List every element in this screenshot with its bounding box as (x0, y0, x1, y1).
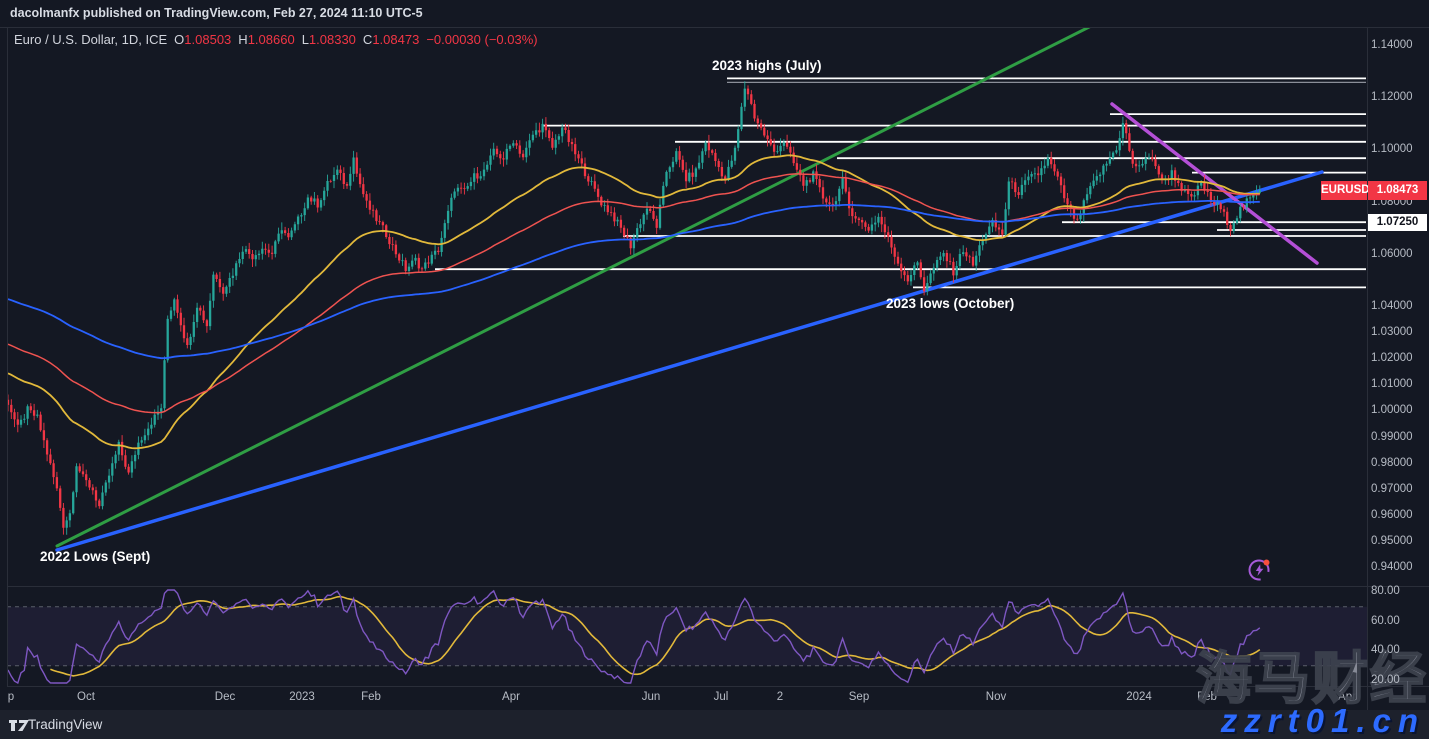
rsi-axis-label: 60.00 (1371, 614, 1400, 627)
footer-bar: TradingView (0, 710, 1429, 739)
rsi-axis-label: 20.00 (1371, 673, 1400, 686)
ema200-line[interactable] (7, 200, 1260, 360)
time-axis-label: 2024 (1126, 691, 1152, 703)
time-axis-label: Apr (1338, 691, 1356, 703)
price-axis-label: 0.97000 (1371, 482, 1413, 495)
up-candle-bodies (19, 88, 1261, 528)
price-axis-label: 1.12000 (1371, 91, 1413, 104)
tradingview-logo-icon[interactable] (9, 716, 30, 734)
price-axis-label: 1.14000 (1371, 39, 1413, 51)
rsi-band (7, 606, 1367, 666)
rsi-axis-label: 80.00 (1371, 585, 1400, 597)
price-axis-label: 1.00000 (1371, 404, 1413, 417)
ohlc-value-O: 1.08503 (184, 32, 232, 47)
price-axis-divider (1367, 27, 1368, 710)
blue-uptrend-from-2022-lows[interactable] (55, 170, 1324, 552)
level-price-badge: 1.07250 (1368, 213, 1427, 231)
time-axis-label: 2023 (289, 691, 315, 703)
time-axis-label: Dec (214, 691, 236, 703)
last-price-symbol-badge: EURUSD (1321, 180, 1370, 200)
price-axis-label: 1.04000 (1371, 300, 1413, 312)
time-axis-divider (7, 686, 1429, 687)
price-axis-label: 1.10000 (1371, 143, 1413, 156)
ohlc-value-L: 1.08330 (308, 32, 356, 47)
time-axis-label: 2 (776, 691, 784, 703)
price-axis-label: 1.06000 (1371, 247, 1413, 260)
time-axis-label: Nov (985, 691, 1007, 703)
ema100-line[interactable] (7, 173, 1260, 414)
plot-area[interactable] (7, 27, 1367, 686)
ohlc-values: O1.08503 H1.08660 L1.08330 C1.08473 (167, 32, 419, 47)
ohlc-key-H: H (238, 32, 248, 47)
price-axis-label: 0.98000 (1371, 456, 1413, 469)
time-axis-label: Feb (361, 691, 381, 703)
time-axis-label: Jun (641, 691, 661, 703)
time-axis-label: Feb (1197, 691, 1217, 703)
down-candle-bodies (7, 88, 1245, 528)
rsi-line[interactable] (7, 589, 1261, 684)
time-axis-label: Apr (502, 691, 520, 703)
flash-reaction-icon[interactable] (1247, 557, 1273, 583)
topbar-divider (0, 27, 1429, 28)
price-axis-label: 1.02000 (1371, 352, 1413, 365)
attribution-bar: dacolmanfx published on TradingView.com,… (0, 0, 1429, 27)
symbol-title: Euro / U.S. Dollar, 1D, ICE (14, 32, 168, 47)
chart-annotation: 2022 Lows (Sept) (40, 549, 151, 564)
ohlc-key-L: L (301, 32, 309, 47)
price-axis-label: 0.95000 (1371, 534, 1413, 547)
time-axis-label: Sep (848, 691, 870, 703)
price-axis-label: 0.94000 (1371, 561, 1413, 573)
attribution-text: dacolmanfx published on TradingView.com,… (10, 6, 423, 20)
price-axis-label: 0.99000 (1371, 430, 1413, 443)
time-axis-label: Jul (713, 691, 729, 703)
rsi-axis-label: 40.00 (1371, 644, 1400, 656)
chart-annotation: 2023 highs (July) (712, 58, 822, 73)
green-uptrend-from-2022-lows[interactable] (55, 13, 1117, 548)
ohlc-value-C: 1.08473 (372, 32, 420, 47)
lightning-bolt-icon (1255, 564, 1264, 576)
notification-dot (1263, 559, 1270, 566)
time-axis-label: Oct (77, 691, 95, 703)
ohlc-key-O: O (174, 32, 185, 47)
last-price-value-badge: 1.08473 (1368, 180, 1427, 200)
chart-annotation: 2023 lows (October) (886, 296, 1015, 311)
change-value: −0.00030 (−0.03%) (426, 32, 538, 47)
rsi-signal-line[interactable] (50, 595, 1261, 677)
price-axis-label: 0.96000 (1371, 508, 1413, 521)
panel-divider (7, 586, 1429, 587)
ohlc-key-C: C (362, 32, 373, 47)
ohlc-value-H: 1.08660 (247, 32, 295, 47)
tradingview-brand-text[interactable]: TradingView (28, 717, 103, 732)
watermark-url: zzrt01.cn (1220, 702, 1425, 739)
plot-left-border (7, 27, 8, 686)
time-axis-label: p (7, 691, 15, 703)
price-axis-label: 1.01000 (1371, 378, 1413, 391)
price-axis-label: 1.03000 (1371, 326, 1413, 339)
watermark-chinese: 海马财经 (1195, 646, 1428, 711)
symbol-legend[interactable]: Euro / U.S. Dollar, 1D, ICE O1.08503 H1.08… (14, 32, 538, 47)
